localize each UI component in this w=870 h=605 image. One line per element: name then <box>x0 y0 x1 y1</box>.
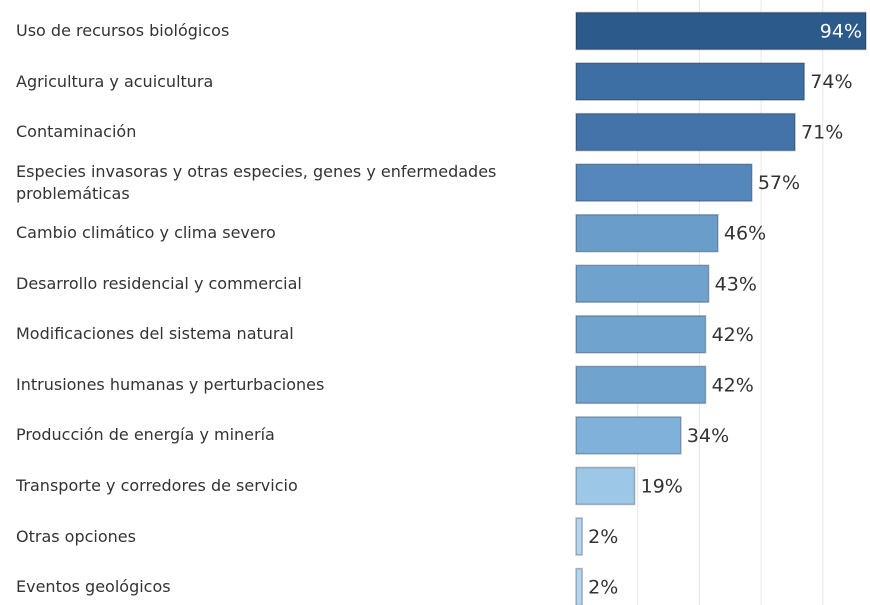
category-label: Desarrollo residencial y commercial <box>16 273 302 293</box>
value-label: 46% <box>724 223 766 245</box>
value-label: 34% <box>687 425 729 447</box>
value-label: 19% <box>641 475 683 497</box>
bar <box>575 264 710 303</box>
value-label: 74% <box>810 71 852 93</box>
bar <box>575 416 682 455</box>
bar <box>575 163 753 202</box>
value-label: 2% <box>588 577 618 599</box>
value-label: 2% <box>588 526 618 548</box>
category-label: Transporte y corredores de servicio <box>16 475 298 495</box>
value-label: 94% <box>820 21 862 43</box>
value-label: 42% <box>712 374 754 396</box>
category-label: Agricultura y acuicultura <box>16 71 214 91</box>
bar <box>575 517 583 556</box>
value-label: 71% <box>801 122 843 144</box>
bar <box>575 365 707 405</box>
value-label: 42% <box>712 324 754 346</box>
category-label: Especies invasoras y otras especies, gen… <box>16 161 497 203</box>
category-label: Cambio climático y clima severo <box>16 223 276 243</box>
bar <box>575 213 719 253</box>
bar <box>575 112 796 152</box>
category-label: Contaminación <box>16 122 137 142</box>
category-label: Modificaciones del sistema natural <box>16 324 294 344</box>
bar <box>575 315 707 354</box>
category-label: Intrusiones humanas y perturbaciones <box>16 374 325 394</box>
bar <box>575 62 806 101</box>
value-label: 57% <box>758 172 800 194</box>
category-label: Otras opciones <box>16 526 136 546</box>
value-label: 43% <box>715 273 757 295</box>
category-label: Uso de recursos biológicos <box>16 21 230 40</box>
bar <box>575 466 636 506</box>
bar <box>575 567 583 605</box>
category-label: Producción de energía y minería <box>16 425 275 445</box>
bar <box>575 11 867 51</box>
category-label: Eventos geológicos <box>16 577 171 597</box>
